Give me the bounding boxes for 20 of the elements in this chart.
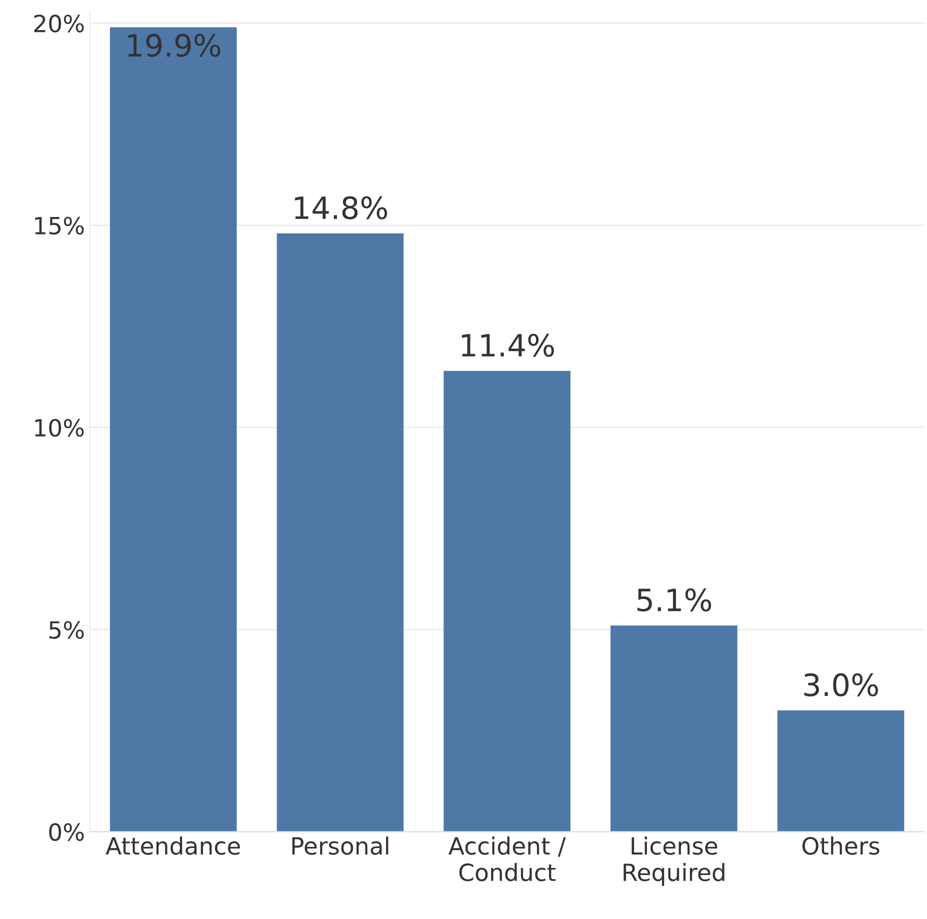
y-tick-label: 5% xyxy=(49,621,84,639)
bar xyxy=(610,626,738,832)
x-tick-label: License Required xyxy=(624,836,724,886)
bar xyxy=(444,370,570,832)
x-tick-label: Others xyxy=(802,836,880,855)
data-label: 5.1% xyxy=(637,588,712,612)
bar xyxy=(777,710,904,832)
x-tick-label: Attendance xyxy=(106,836,240,855)
bar xyxy=(276,233,404,832)
data-label: 14.8% xyxy=(295,196,388,220)
data-label: 11.4% xyxy=(462,334,554,357)
y-tick-label: 15% xyxy=(35,216,84,235)
x-tick-label: Accident / Conduct xyxy=(448,836,566,882)
y-tick-label: 10% xyxy=(35,418,84,437)
x-tick-label: Personal xyxy=(292,836,388,855)
y-tick-label: 0% xyxy=(49,823,84,841)
data-label: 19.9% xyxy=(128,34,220,57)
y-tick-label: 20% xyxy=(34,14,84,32)
bar xyxy=(110,27,237,832)
data-label: 3.0% xyxy=(804,673,878,696)
